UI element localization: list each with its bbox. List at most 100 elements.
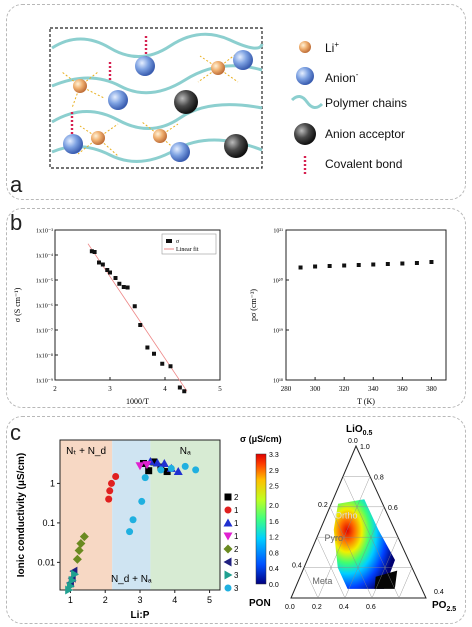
data-point: [414, 261, 419, 265]
x-tick-label: 5: [207, 595, 212, 605]
legend-marker: [223, 544, 233, 554]
legend-marker: [223, 557, 232, 567]
region-label-nd-na: N_d + Nₐ: [111, 574, 152, 585]
data-point: [100, 262, 105, 267]
y-tick-label: 1: [50, 478, 55, 488]
legend-acceptor: Anion acceptor: [325, 127, 406, 141]
data-point: [298, 265, 303, 270]
legend-box: [161, 233, 217, 255]
bottom-right-tick: 0.4: [434, 589, 444, 596]
y-tick-label: 1x10⁻⁵: [36, 279, 53, 285]
legend-entry: 12: [234, 519, 238, 528]
data-point: [125, 285, 130, 290]
y-tick-label: 10²⁰: [273, 278, 284, 285]
colorbar-tick: 3.3: [269, 452, 279, 459]
colorbar-tick: 2.5: [269, 484, 279, 491]
x-tick-label: 4: [172, 595, 177, 605]
data-point: [132, 304, 137, 309]
data-point: [150, 458, 158, 466]
y-tick-label: 0.01: [37, 557, 55, 567]
legend-marker-sigma: [166, 239, 172, 243]
grid-line: [398, 567, 413, 599]
colorbar-tick: 0.0: [269, 582, 279, 589]
grid-line: [303, 567, 319, 599]
grid-line: [329, 506, 373, 599]
legend-acceptor-marker: [294, 123, 316, 145]
bottom-axis-tick: 0.2: [312, 604, 322, 611]
colorbar-tick: 2.0: [269, 503, 279, 510]
data-point: [92, 250, 97, 254]
legend-covalent: Covalent bond: [325, 157, 403, 171]
li-ions: [73, 61, 225, 145]
data-point: [356, 263, 361, 267]
data-point: [108, 270, 112, 275]
x-tick-label: 2: [103, 595, 108, 605]
legend-entry: 31: [234, 571, 238, 580]
data-point: [129, 516, 137, 524]
legend-li-marker: [299, 41, 311, 53]
data-point: [145, 345, 150, 350]
data-point: [400, 261, 405, 266]
colorbar-tick: 0.8: [269, 550, 279, 557]
x-tick-label: 320: [339, 385, 350, 393]
colorbar-tick: 2.9: [269, 468, 279, 475]
data-point: [145, 467, 153, 475]
data-point: [106, 487, 114, 495]
data-point: [385, 262, 390, 266]
data-point: [168, 364, 173, 369]
legend-marker: [224, 493, 232, 501]
data-point: [126, 528, 134, 536]
covalent-bonds: [70, 36, 148, 134]
legend-marker: [224, 584, 232, 592]
panel-a: [6, 4, 466, 200]
y-axis-label: Ionic conductivity (μS/cm): [16, 453, 27, 577]
legend-li: Li+: [325, 40, 340, 55]
data-point: [371, 262, 376, 267]
legend-entry: 29: [234, 545, 238, 554]
data-point: [160, 361, 165, 366]
anions: [63, 50, 253, 162]
data-point: [429, 260, 434, 264]
panel-b: [6, 208, 466, 408]
legend-anion-marker: [296, 67, 314, 85]
panel-b-label: b: [10, 210, 23, 235]
data-point: [173, 467, 183, 476]
colorbar-tick: 0.4: [269, 566, 279, 573]
y-tick-label: 10¹⁸: [273, 379, 283, 385]
bottom-axis-tick: 0.4: [339, 604, 349, 611]
legend-anion: Anion-: [325, 70, 359, 85]
y-tick-label: 1x10⁻⁷: [36, 329, 53, 335]
legend-entry: 30: [234, 558, 238, 567]
region-label-pyro: Pyro: [325, 533, 344, 543]
y-tick-label: 1x10⁻⁶: [36, 304, 53, 310]
x-tick-label: 5: [218, 385, 222, 393]
y-tick-label: 1x10⁻³: [36, 229, 53, 235]
right-axis-tick: 1.0: [360, 444, 370, 451]
x-tick-label: 360: [397, 385, 408, 393]
x-tick-label: 1: [68, 595, 73, 605]
data-point: [71, 569, 80, 579]
data-point: [152, 351, 156, 356]
legend-marker: [224, 506, 232, 514]
legend-entry: 10: [234, 506, 238, 515]
data-point: [89, 249, 94, 254]
legend-fit: Linear fit: [176, 246, 199, 253]
colorbar-tick: 1.2: [269, 535, 279, 542]
data-point: [79, 532, 89, 542]
schematic: [49, 27, 324, 174]
vertex-right: PO2.5: [432, 600, 456, 613]
region-label-nt-nd: Nₜ + N_d: [66, 446, 106, 457]
x-tick-label: 280: [281, 385, 292, 393]
legend-marker: [224, 570, 233, 580]
y-tick-label: 1x10⁻⁴: [36, 254, 53, 260]
data-point: [74, 545, 84, 555]
legend-marker: [223, 532, 233, 541]
plot-frame: [285, 229, 447, 381]
x-axis-label: T (K): [357, 397, 375, 406]
data-point: [142, 461, 152, 470]
panel-c: [6, 416, 466, 624]
legend-entry: 19: [234, 532, 238, 541]
data-point: [68, 575, 77, 585]
data-point: [313, 264, 318, 269]
x-tick-label: 3: [108, 385, 112, 393]
